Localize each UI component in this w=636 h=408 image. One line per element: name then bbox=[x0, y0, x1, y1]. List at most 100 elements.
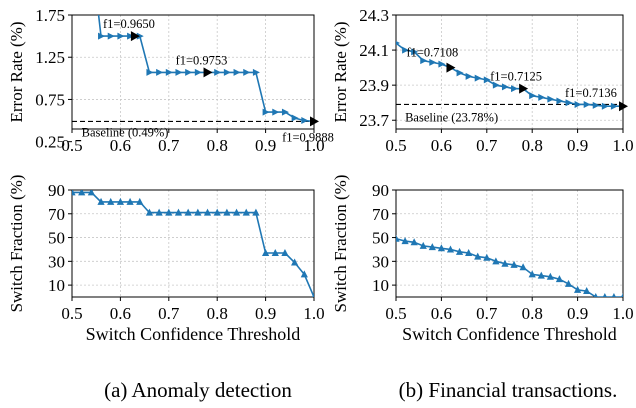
data-point bbox=[537, 271, 545, 279]
y-axis-label: Switch Fraction (%) bbox=[331, 175, 350, 313]
f1-annotation: f1=0.9753 bbox=[176, 53, 228, 67]
data-point bbox=[538, 93, 546, 101]
data-point bbox=[214, 68, 222, 76]
y-tick-label: 10 bbox=[372, 276, 389, 295]
y-tick-label: 70 bbox=[372, 205, 389, 224]
y-tick-label: 50 bbox=[372, 229, 389, 248]
y-tick-label: 50 bbox=[48, 229, 65, 248]
data-point bbox=[213, 208, 221, 216]
data-point bbox=[510, 260, 518, 268]
f1-annotation: f1=0.7136 bbox=[565, 86, 617, 100]
x-tick-label: 1.0 bbox=[612, 136, 633, 155]
data-point bbox=[583, 100, 591, 108]
data-point bbox=[620, 293, 623, 297]
x-tick-label: 0.8 bbox=[207, 304, 228, 323]
caption-anomaly-detection: (a) Anomaly detection bbox=[104, 378, 292, 402]
data-point bbox=[184, 208, 192, 216]
data-point bbox=[116, 197, 124, 205]
baseline-label: Baseline (0.49%) bbox=[82, 125, 169, 139]
data-point bbox=[492, 81, 500, 89]
x-tick-label: 1.0 bbox=[612, 304, 633, 323]
data-point bbox=[547, 95, 555, 103]
data-point bbox=[574, 100, 582, 108]
data-point bbox=[583, 287, 591, 295]
data-point bbox=[429, 58, 437, 66]
x-tick-label: 0.5 bbox=[61, 304, 82, 323]
f1-annotation: f1=0.9888 bbox=[282, 130, 334, 144]
data-point bbox=[402, 46, 410, 54]
data-point bbox=[492, 257, 500, 265]
data-point bbox=[262, 249, 270, 257]
data-point bbox=[474, 74, 482, 82]
data-point bbox=[165, 68, 173, 76]
data-point bbox=[146, 68, 154, 76]
data-point bbox=[428, 243, 436, 251]
x-tick-label: 0.9 bbox=[255, 136, 276, 155]
y-tick-label: 90 bbox=[48, 181, 65, 200]
data-point bbox=[519, 263, 527, 271]
data-point bbox=[528, 270, 536, 278]
x-tick-label: 1.0 bbox=[303, 304, 324, 323]
data-point bbox=[145, 208, 154, 216]
data-point bbox=[474, 252, 482, 260]
series-line bbox=[72, 191, 314, 297]
x-tick-label: 0.6 bbox=[431, 136, 452, 155]
plot-frame bbox=[71, 14, 315, 130]
data-point bbox=[233, 68, 241, 76]
chart-financial-error-rate: 0.5 0.6 0.7 0.8 0.9 1.0 23.7 23.9 24.1 24.3 Error … bbox=[331, 6, 634, 155]
data-point bbox=[126, 197, 134, 205]
data-point bbox=[291, 114, 299, 122]
data-point bbox=[194, 68, 202, 76]
data-point bbox=[564, 279, 573, 287]
chart-anomaly-switch-fraction: 0.5 0.6 0.7 0.8 0.9 1.0 10 30 50 70 90 Switch Fract… bbox=[7, 175, 325, 344]
data-point bbox=[175, 68, 183, 76]
data-point bbox=[174, 208, 183, 216]
y-tick-label: 1.25 bbox=[35, 48, 65, 67]
annotation-arrow bbox=[619, 101, 628, 112]
data-point bbox=[136, 32, 144, 40]
data-point bbox=[483, 76, 491, 84]
data-point bbox=[601, 102, 609, 110]
data-point bbox=[281, 249, 289, 257]
chart-financial-switch-fraction: 0.5 0.6 0.7 0.8 0.9 1.0 10 30 50 70 90 Switch Fract… bbox=[331, 175, 634, 344]
y-tick-label: 30 bbox=[372, 252, 389, 271]
data-point bbox=[593, 293, 598, 297]
y-axis-label: Switch Fraction (%) bbox=[7, 175, 26, 313]
y-tick-label: 70 bbox=[48, 205, 65, 224]
data-point bbox=[136, 197, 144, 205]
data-point bbox=[97, 197, 105, 205]
data-point bbox=[574, 285, 582, 293]
y-tick-label: 24.3 bbox=[359, 6, 389, 25]
data-point bbox=[602, 293, 607, 297]
f1-annotation: f1=0.7108 bbox=[406, 46, 458, 60]
data-point bbox=[271, 249, 279, 257]
data-point bbox=[420, 57, 428, 65]
data-point bbox=[301, 117, 309, 125]
x-tick-label: 0.8 bbox=[522, 136, 543, 155]
data-point bbox=[611, 293, 616, 297]
baseline-label: Baseline (23.78%) bbox=[405, 110, 498, 124]
f1-annotation: f1=0.7125 bbox=[490, 70, 542, 84]
data-point bbox=[252, 208, 260, 216]
y-axis-label: Error Rate (%) bbox=[7, 21, 26, 122]
data-point bbox=[546, 272, 554, 280]
data-point bbox=[556, 97, 564, 105]
annotation-arrow bbox=[310, 116, 319, 127]
y-tick-label: 10 bbox=[48, 276, 65, 295]
x-tick-label: 0.6 bbox=[110, 304, 131, 323]
data-point bbox=[185, 68, 193, 76]
data-point bbox=[98, 32, 106, 40]
data-point bbox=[262, 108, 270, 116]
data-point bbox=[107, 32, 115, 40]
data-layer bbox=[72, 15, 314, 125]
data-point bbox=[223, 208, 231, 216]
x-tick-label: 0.5 bbox=[385, 304, 406, 323]
data-point bbox=[156, 68, 164, 76]
y-tick-label: 23.9 bbox=[359, 76, 389, 95]
data-point bbox=[291, 258, 299, 266]
data-point bbox=[456, 69, 464, 77]
annotation-arrow bbox=[203, 67, 213, 78]
data-point bbox=[465, 249, 473, 257]
annotation-arrow bbox=[519, 83, 529, 94]
